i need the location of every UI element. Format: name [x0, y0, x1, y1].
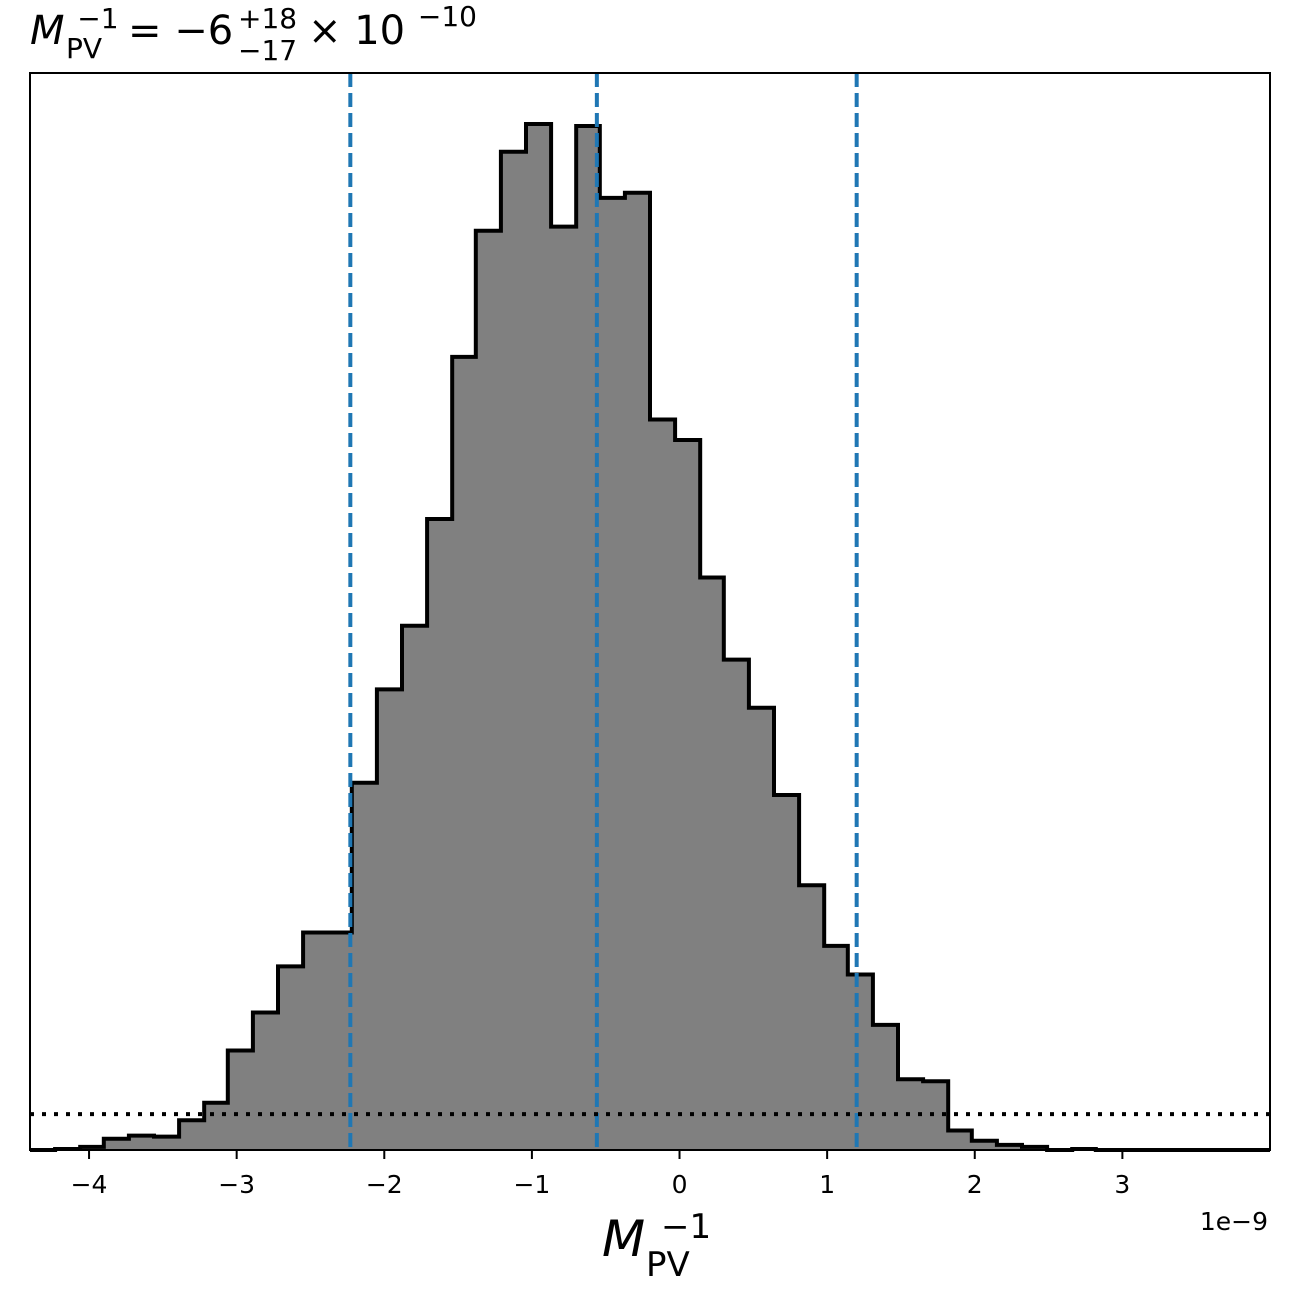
title-times: × 10	[308, 8, 405, 54]
x-tick-label: −3	[218, 1170, 255, 1199]
x-tick-label: 1	[819, 1170, 835, 1199]
xlabel-sup: −1	[661, 1207, 711, 1247]
x-tick-label: −4	[71, 1170, 108, 1199]
histogram-bar	[650, 419, 676, 1150]
histogram-bar	[948, 1130, 973, 1150]
histogram-bar	[103, 1138, 130, 1150]
histogram-bar	[376, 689, 403, 1150]
title-err-minus: −17	[238, 34, 297, 67]
axes-frame	[29, 72, 1271, 1151]
plot-area	[30, 73, 1270, 1152]
x-axis-label: M −1 PV	[602, 1192, 727, 1285]
histogram-bar	[500, 151, 527, 1150]
histogram-bar	[824, 945, 849, 1150]
histogram-bar	[872, 1024, 899, 1150]
histogram-bar	[179, 1120, 205, 1150]
histogram-bar	[774, 795, 800, 1150]
histogram-bar	[723, 659, 750, 1150]
histogram-bar	[252, 1012, 279, 1150]
histogram-bar	[452, 356, 477, 1151]
histogram-bar	[154, 1136, 180, 1150]
histogram-outline	[30, 122, 1270, 1152]
histogram-bar	[551, 226, 577, 1151]
histogram-bar	[351, 782, 378, 1150]
histogram-bars	[55, 124, 1097, 1151]
title-symbol-sub: PV	[66, 32, 102, 65]
histogram-bar	[599, 197, 626, 1150]
title-err-plus: +18	[238, 2, 297, 35]
histogram-bar	[847, 974, 874, 1150]
histogram-bar	[427, 519, 453, 1150]
x-tick-label: 3	[1114, 1170, 1130, 1199]
histogram-bar	[204, 1102, 229, 1150]
histogram-bar	[526, 124, 552, 1150]
xlabel-sub: PV	[646, 1245, 690, 1285]
histogram-bar	[402, 625, 428, 1150]
xlabel-symbol: M	[602, 1210, 645, 1268]
histogram-bar	[128, 1135, 155, 1150]
x-tick-label: −2	[366, 1170, 403, 1199]
title-equals: = −6	[128, 8, 233, 54]
x-offset-label: 1e−9	[1200, 1207, 1268, 1236]
chart-title: M −1 PV = −6 +18 −17 × 10 −10	[30, 0, 477, 70]
histogram-bar	[700, 577, 725, 1150]
x-tick-label: −1	[513, 1170, 550, 1199]
histogram-bar	[475, 230, 502, 1151]
histogram-bar	[675, 440, 701, 1150]
x-tick-label: 0	[672, 1170, 688, 1199]
histogram-bar	[748, 707, 775, 1150]
title-symbol: M	[30, 8, 65, 54]
histogram-bar	[971, 1140, 998, 1150]
histogram-bar	[303, 932, 329, 1150]
histogram-bar	[996, 1144, 1023, 1150]
title-exponent: −10	[418, 0, 477, 33]
histogram-bar	[624, 192, 651, 1150]
title-symbol-sup: −1	[77, 2, 118, 35]
histogram-bar	[278, 966, 304, 1150]
x-axis-ticks: −4 −3 −2 −1 0 1 2 3	[71, 1150, 1130, 1199]
histogram-bar	[799, 885, 825, 1150]
histogram-bar	[227, 1050, 254, 1150]
x-tick-label: 2	[967, 1170, 983, 1199]
